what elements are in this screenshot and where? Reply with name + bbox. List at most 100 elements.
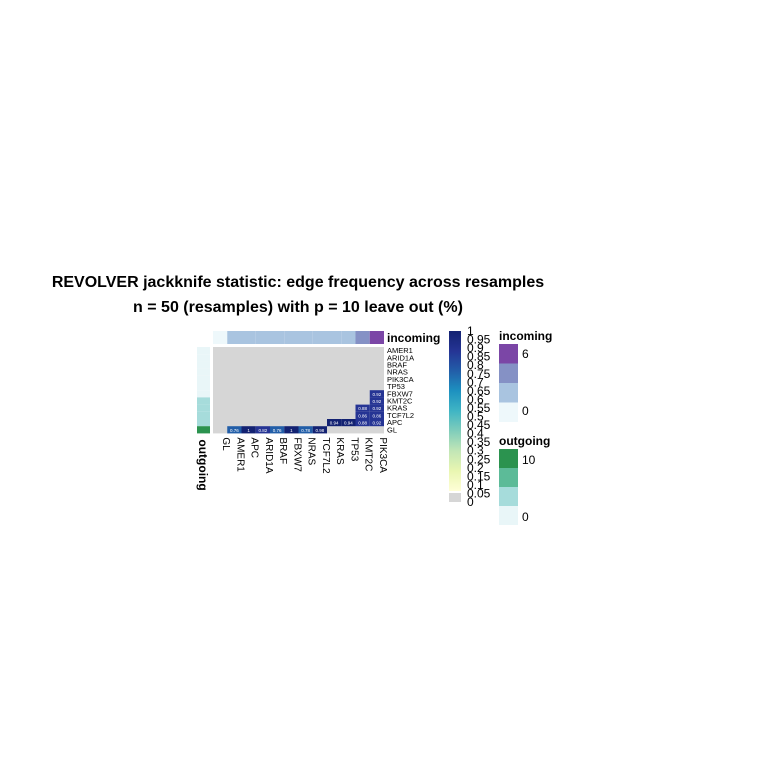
- outgoing-legend-swatch: [499, 506, 518, 525]
- cell-label: 0.78: [301, 428, 310, 433]
- outgoing-bar-cell: [197, 375, 210, 383]
- row-label: NRAS: [387, 368, 408, 377]
- heat-legend-tick: 0.15: [467, 469, 491, 483]
- heat-legend-missing: [449, 493, 461, 502]
- incoming-bar-cell: [327, 331, 342, 344]
- heat-legend-tick: 0.6: [467, 392, 484, 406]
- heat-legend-tick: 0.65: [467, 384, 491, 398]
- cell-label: 0.86: [372, 413, 381, 418]
- heatmap-cell: [369, 390, 384, 398]
- cell-label: 0.76: [230, 428, 239, 433]
- heat-legend-tick: 0.1: [467, 478, 484, 492]
- outgoing-legend-min: 0: [522, 510, 529, 524]
- outgoing-bar-cell: [197, 419, 210, 427]
- incoming-bar-cell: [255, 331, 270, 344]
- heat-legend-tick: 0.35: [467, 435, 491, 449]
- outgoing-bar-cell: [197, 383, 210, 391]
- row-label: APC: [387, 418, 403, 427]
- row-label: BRAF: [387, 361, 407, 370]
- incoming-legend-swatch: [499, 344, 518, 364]
- heat-legend-tick: 0.4: [467, 427, 484, 441]
- cell-label: 0.86: [358, 413, 367, 418]
- column-label: TP53: [348, 437, 359, 461]
- chart-title: REVOLVER jackknife statistic: edge frequ…: [51, 274, 545, 291]
- heat-legend-tick: 0.55: [467, 401, 491, 415]
- column-label: NRAS: [306, 437, 317, 465]
- incoming-legend-swatch: [499, 363, 518, 383]
- incoming-bar-label: incoming: [387, 331, 440, 345]
- row-label: TP53: [387, 382, 405, 391]
- row-label: FBXW7: [387, 389, 413, 398]
- incoming-bar-cell: [341, 331, 356, 344]
- heat-legend-tick: 0.05: [467, 486, 491, 500]
- cell-label: 0.92: [372, 392, 381, 397]
- heatmap-cell: [312, 426, 327, 434]
- heatmap-cell: [369, 411, 384, 419]
- incoming-legend-title: incoming: [499, 329, 552, 343]
- incoming-bar-cell: [241, 331, 256, 344]
- heatmap-cell: [270, 426, 285, 434]
- outgoing-bar-cell: [197, 426, 210, 434]
- column-label: APC: [249, 437, 260, 458]
- column-label: GL: [220, 437, 231, 451]
- cell-label: 0.76: [273, 428, 282, 433]
- outgoing-legend-title: outgoing: [499, 434, 550, 448]
- incoming-legend-swatch: [499, 402, 518, 422]
- incoming-bar-cell: [312, 331, 327, 344]
- heat-legend-tick: 0.45: [467, 418, 491, 432]
- heatmap-cell: [255, 426, 270, 434]
- incoming-bar-cell: [270, 331, 285, 344]
- cell-label: 0.92: [372, 406, 381, 411]
- outgoing-legend-swatch: [499, 468, 518, 487]
- heatmap-cell: [241, 426, 256, 434]
- row-label: AMER1: [387, 346, 413, 355]
- incoming-bar-cell: [213, 331, 228, 344]
- cell-label: 0.94: [330, 421, 339, 426]
- heatmap-cell: [298, 426, 313, 434]
- cell-label: 0.92: [372, 399, 381, 404]
- incoming-bar-cell: [284, 331, 299, 344]
- incoming-legend-min: 0: [522, 404, 529, 418]
- incoming-bar-cell: [227, 331, 242, 344]
- heat-legend-tick: 0.3: [467, 444, 484, 458]
- incoming-bar-cell: [369, 331, 384, 344]
- cell-label: 0.88: [358, 406, 367, 411]
- row-label: KRAS: [387, 404, 407, 413]
- column-label: AMER1: [234, 437, 245, 472]
- outgoing-bar-cell: [197, 411, 210, 419]
- heat-legend-tick: 0.85: [467, 350, 491, 364]
- heatmap-cell: [284, 426, 299, 434]
- column-label: BRAF: [277, 437, 288, 464]
- outgoing-bar-cell: [197, 361, 210, 369]
- heat-legend-bar: [449, 331, 461, 491]
- outgoing-bar-cell: [197, 397, 210, 405]
- row-label: ARID1A: [387, 353, 414, 362]
- cell-label: 0.88: [358, 421, 367, 426]
- column-label: KRAS: [334, 437, 345, 465]
- chart-subtitle: n = 50 (resamples) with p = 10 leave out…: [133, 299, 463, 316]
- outgoing-bar-cell: [197, 354, 210, 362]
- outgoing-legend-swatch: [499, 449, 518, 468]
- cell-label: 1: [247, 428, 250, 433]
- row-label: GL: [387, 425, 397, 434]
- heat-legend-tick: 0.2: [467, 461, 484, 475]
- heat-legend-tick: 0.9: [467, 341, 484, 355]
- column-label: FBXW7: [291, 437, 302, 472]
- column-label: TCF7L2: [320, 437, 331, 474]
- heat-legend-tick: 0.5: [467, 410, 484, 424]
- outgoing-bar-cell: [197, 404, 210, 412]
- heatmap-cell: [369, 404, 384, 412]
- row-label: KMT2C: [387, 397, 413, 406]
- row-label: PIK3CA: [387, 375, 414, 384]
- column-label: PIK3CA: [377, 437, 388, 473]
- heatmap-cell: [227, 426, 242, 434]
- heatmap-cell: [355, 411, 370, 419]
- cell-label: 0.92: [372, 421, 381, 426]
- heatmap-cell: [369, 419, 384, 427]
- column-label: KMT2C: [363, 437, 374, 471]
- heat-legend-tick: 0.8: [467, 358, 484, 372]
- cell-label: 0.98: [315, 428, 324, 433]
- cell-label: 0.82: [258, 428, 267, 433]
- outgoing-bar-cell: [197, 390, 210, 398]
